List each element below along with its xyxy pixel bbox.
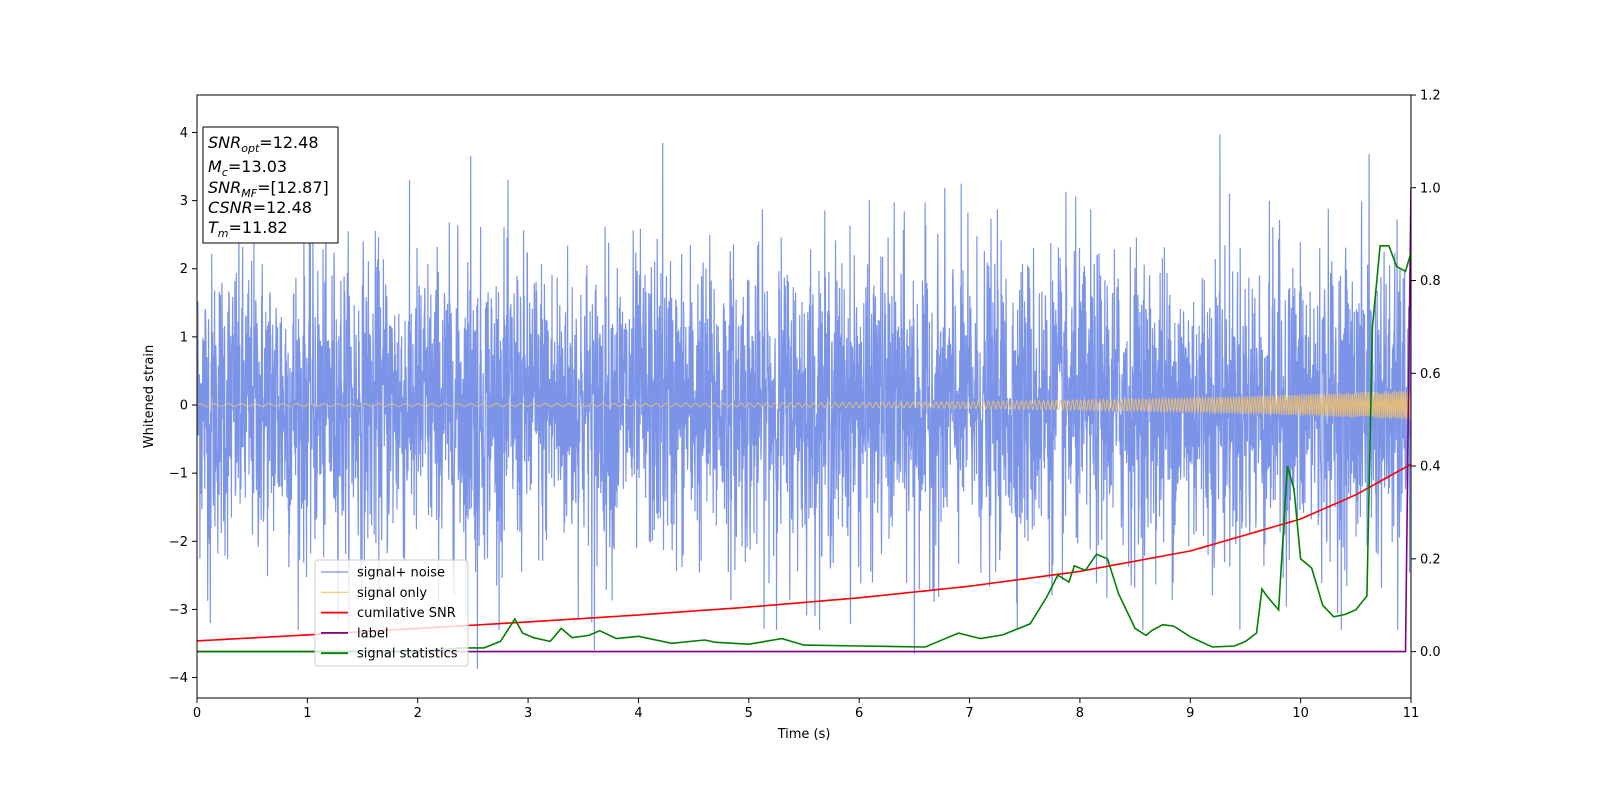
y2-tick-label: 0.4	[1420, 460, 1441, 475]
y-axis-label: Whitened strain	[142, 345, 157, 448]
annotation-line: Tm=11.82	[208, 218, 288, 240]
legend-entry-label: signal+ noise	[357, 566, 445, 581]
annotation-line: Mc=13.03	[208, 157, 287, 179]
y-tick-label: −1	[169, 467, 188, 482]
plot-area-frame	[196, 94, 1412, 699]
y-axis-left: −4 −3 −2 −1 0 1 2 3 4	[169, 126, 197, 686]
y-tick-label: 3	[180, 194, 188, 209]
annotation-line: SNRopt=12.48	[208, 133, 319, 155]
y-tick-label: 1	[180, 330, 188, 345]
y-tick-label: −4	[169, 671, 188, 686]
annotation-box-frame	[202, 126, 339, 244]
y2-tick-label: 0.8	[1420, 274, 1441, 289]
series-signal-statistics-line	[197, 245, 1411, 653]
x-tick-label: 9	[1186, 706, 1194, 721]
y-tick-label: 4	[180, 126, 188, 141]
x-tick-label: 4	[634, 706, 642, 721]
y2-tick-label: 1.0	[1420, 181, 1441, 196]
annotation-line: CSNR=12.48	[208, 198, 312, 217]
y2-tick-label: 0.2	[1420, 552, 1441, 567]
y2-tick-label: 0.0	[1420, 645, 1441, 660]
x-tick-label: 8	[1076, 706, 1084, 721]
x-tick-label: 0	[193, 706, 201, 721]
x-axis-label: Time (s)	[777, 727, 831, 742]
y-tick-label: 0	[180, 399, 188, 414]
y-tick-label: 2	[180, 262, 188, 277]
x-tick-label: 6	[855, 706, 863, 721]
x-tick-label: 10	[1292, 706, 1309, 721]
x-tick-label: 3	[524, 706, 532, 721]
metrics-annotation-box: SNRopt=12.48Mc=13.03SNRMF=[12.87]CSNR=12…	[202, 126, 339, 244]
x-tick-label: 7	[965, 706, 973, 721]
x-tick-label: 1	[303, 706, 311, 721]
y-axis-right: 0.0 0.2 0.4 0.6 0.8 1.0 1.2	[1411, 89, 1441, 660]
x-tick-label: 11	[1403, 706, 1420, 721]
legend-entry-label: cumilative SNR	[357, 606, 456, 621]
x-axis: 0 1 2 3 4 5 6 7 8 9 10 11	[193, 698, 1419, 721]
series-signal-only-line	[197, 390, 1411, 420]
y-tick-label: −3	[169, 603, 188, 618]
annotation-line: SNRMF=[12.87]	[208, 178, 329, 200]
x-tick-label: 5	[745, 706, 753, 721]
y-tick-label: −2	[169, 535, 188, 550]
y2-tick-label: 1.2	[1420, 89, 1441, 104]
legend-entry-label: signal only	[357, 586, 427, 601]
legend-frame	[314, 559, 469, 667]
x-tick-label: 2	[414, 706, 422, 721]
y2-tick-label: 0.6	[1420, 367, 1441, 382]
legend-entry-label: signal statistics	[357, 647, 458, 662]
legend-entry-label: label	[357, 626, 388, 641]
legend: signal+ noise signal only cumilative SNR la…	[314, 559, 469, 667]
series-label-line	[197, 187, 1411, 653]
